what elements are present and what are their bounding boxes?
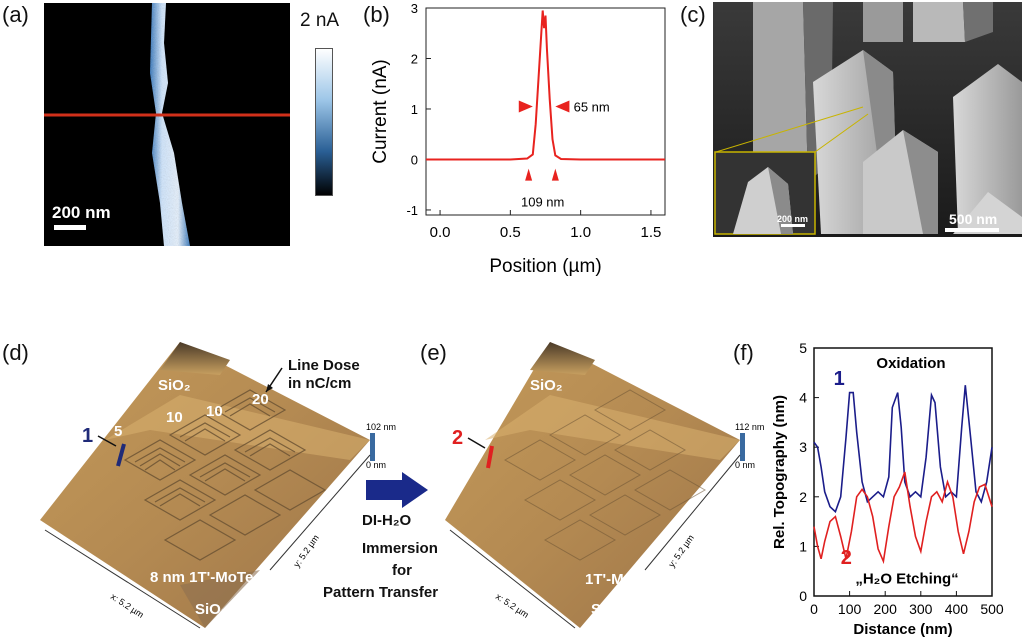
sio2-bottom-label: SiO₂ [591, 601, 624, 618]
line-dose-label-1: Line Dose [288, 357, 360, 374]
plot-frame [813, 347, 993, 597]
panel-a-current-map: 200 nm [44, 3, 290, 246]
height-min-label: 0 nm [366, 460, 386, 470]
scalebar [54, 225, 86, 230]
panel-e-label: (e) [420, 340, 447, 365]
y-tick-label: 3 [799, 439, 807, 455]
x-tick-label: 200 [874, 601, 898, 617]
series-line-2 [813, 471, 993, 565]
dose-label-1: 10 [166, 409, 183, 426]
base-arrow-right [551, 168, 559, 181]
series-line-1 [813, 385, 993, 514]
height-min-label: 0 nm [735, 460, 755, 470]
height-max-label: 112 nm [735, 422, 764, 432]
note-h2o-etching: „H₂O Etching“ [855, 571, 958, 588]
plot-frame [425, 7, 666, 216]
fwhm-arrow-right [555, 100, 570, 113]
y-tick-label: -1 [406, 203, 418, 218]
panel-a-label: (a) [2, 2, 29, 27]
arrow-text-3: for [392, 562, 412, 579]
dose-label-3: 20 [252, 391, 269, 408]
series-line-current [426, 10, 665, 161]
y-tick-label: 1 [411, 102, 418, 117]
sio2-top-label: SiO₂ [158, 377, 191, 394]
panel-d-label: (d) [2, 340, 29, 365]
arrow-text-2: Immersion [362, 540, 438, 557]
profile-line-2 [486, 445, 494, 469]
x-axis-label: x: 5.2 µm [109, 591, 146, 620]
colorbar [315, 48, 333, 196]
y-axis-label: y: 5.2 µm [291, 533, 321, 569]
x-tick-label: 1.0 [570, 224, 591, 241]
y-tick-label: 3 [411, 1, 418, 16]
x-tick-label: 100 [838, 601, 862, 617]
inset-scalebar-label: 200 nm [777, 214, 808, 224]
annot-109nm: 109 nm [521, 195, 564, 210]
marker-2: 2 [452, 427, 463, 449]
curve-1-label: 1 [834, 368, 845, 390]
panel-f-label: (f) [733, 340, 754, 365]
sio2-bottom-label: SiO₂ [195, 601, 228, 618]
y-tick-label: 0 [411, 152, 418, 167]
y-tick-label: 5 [799, 340, 807, 356]
arrow-text-1: DI-H₂O [362, 512, 412, 529]
dose-label-2: 10 [206, 403, 223, 420]
sem-scalebar-label: 500 nm [949, 211, 997, 227]
colorbar-max-label: 2 nA [300, 10, 340, 31]
annot-65nm: 65 nm [574, 99, 610, 114]
arrow-text-4: Pattern Transfer [323, 584, 439, 601]
process-arrow [366, 472, 428, 508]
y-tick-label: 2 [411, 51, 418, 66]
x-axis-label: Position (µm) [489, 256, 601, 277]
x-axis-label: x: 5.2 µm [494, 591, 531, 620]
sio2-top-label: SiO₂ [530, 377, 563, 394]
afm-image-before: 102 nm 0 nm x: 5.2 µm y: 5.2 µm SiO₂ SiO… [40, 342, 396, 629]
y-tick-label: 4 [799, 390, 807, 406]
sem-image-nanowires: 200 nm 500 nm [713, 2, 1022, 237]
x-tick-label: 1.5 [641, 224, 662, 241]
topography-chart: 0 100 200 300 400 500 0 1 2 3 4 5 Distance (nm) Rel. … [771, 340, 1004, 638]
y-tick-label: 2 [799, 489, 807, 505]
x-tick-label: 0 [810, 601, 818, 617]
panel-c-label: (c) [680, 2, 706, 27]
dose-label-0: 5 [114, 423, 122, 440]
curve-2-label: 2 [841, 547, 852, 569]
x-tick-label: 500 [980, 601, 1004, 617]
x-tick-label: 300 [909, 601, 933, 617]
scalebar-label: 200 nm [52, 203, 111, 222]
x-tick-label: 400 [945, 601, 969, 617]
fwhm-arrow-left [518, 100, 533, 113]
current-profile-chart: 0.0 0.5 1.0 1.5 -1 0 1 2 3 Position (µm) Current (… [370, 1, 666, 277]
marker-1: 1 [82, 425, 93, 447]
x-tick-label: 0.5 [500, 224, 521, 241]
x-axis-label: Distance (nm) [853, 621, 952, 638]
flake-label: 1T'-MoTe₂ [585, 571, 656, 588]
panel-b-label: (b) [363, 2, 390, 27]
base-arrow-left [525, 168, 533, 181]
y-tick-label: 0 [799, 588, 807, 604]
note-oxidation: Oxidation [876, 355, 945, 372]
y-axis-label: Rel. Topography (nm) [771, 395, 788, 549]
y-axis-label: Current (nA) [370, 59, 391, 164]
profile-line-1 [116, 443, 126, 467]
line-dose-label-2: in nC/cm [288, 375, 351, 392]
afm-image-after: 112 nm 0 nm x: 5.2 µm y: 5.2 µm SiO₂ SiO… [445, 342, 764, 629]
height-max-label: 102 nm [366, 422, 396, 432]
y-tick-label: 1 [799, 538, 807, 554]
x-tick-label: 0.0 [430, 224, 451, 241]
flake-label: 8 nm 1T'-MoTe₂ [150, 569, 260, 586]
